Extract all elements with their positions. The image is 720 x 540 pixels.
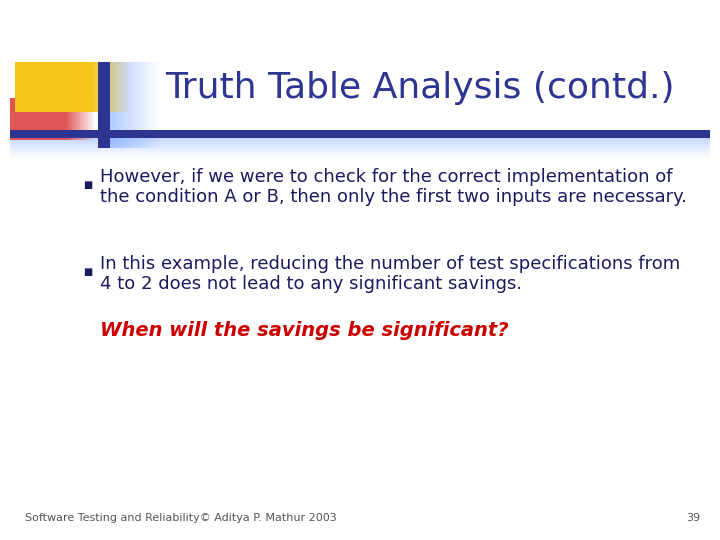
FancyBboxPatch shape [10, 98, 65, 140]
Text: However, if we were to check for the correct implementation of: However, if we were to check for the cor… [100, 168, 672, 186]
Text: ■: ■ [83, 267, 92, 277]
Text: Truth Table Analysis (contd.): Truth Table Analysis (contd.) [165, 71, 675, 105]
Text: When will the savings be significant?: When will the savings be significant? [100, 321, 508, 340]
FancyBboxPatch shape [10, 130, 710, 138]
Text: 4 to 2 does not lead to any significant savings.: 4 to 2 does not lead to any significant … [100, 275, 522, 293]
FancyBboxPatch shape [98, 62, 110, 148]
Text: Software Testing and Reliability© Aditya P. Mathur 2003: Software Testing and Reliability© Aditya… [25, 513, 337, 523]
FancyBboxPatch shape [15, 62, 90, 112]
Text: ■: ■ [83, 180, 92, 190]
Text: 39: 39 [686, 513, 700, 523]
Text: In this example, reducing the number of test specifications from: In this example, reducing the number of … [100, 255, 680, 273]
Text: the condition A or B, then only the first two inputs are necessary.: the condition A or B, then only the firs… [100, 188, 687, 206]
